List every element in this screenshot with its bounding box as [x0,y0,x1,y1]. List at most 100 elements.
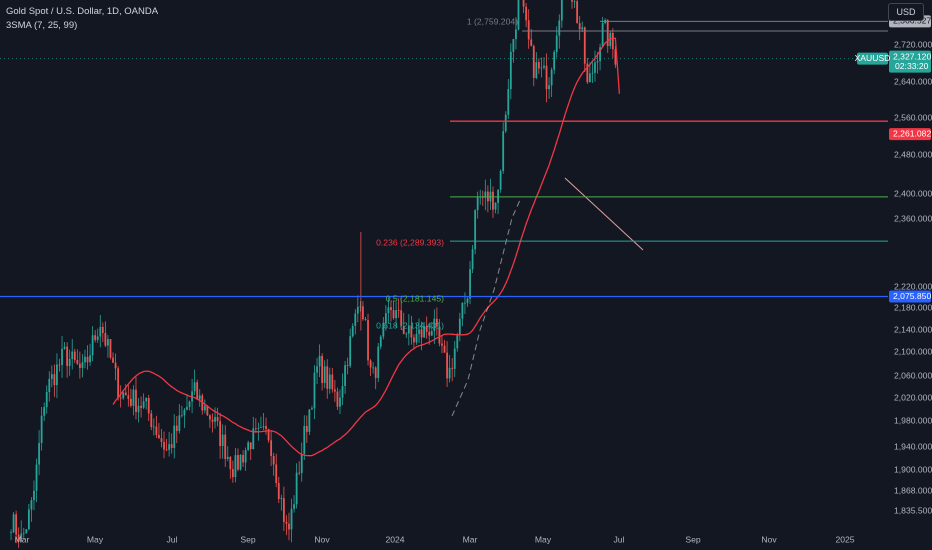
candle-body [224,434,227,459]
candle-body [397,310,400,311]
candle-body [20,533,23,542]
candle-body [48,378,51,393]
candle-body [354,313,357,326]
time-tick-label: Nov [761,534,777,544]
candle-body [535,62,538,79]
time-tick-label: 2025 [835,534,854,544]
candle-body [571,0,573,2]
candle-body [359,306,362,308]
candle-body [10,532,12,533]
candle-body [109,339,112,358]
price-axis[interactable] [888,0,932,550]
symbol-title[interactable]: Gold Spot / U.S. Dollar, 1D, OANDA [6,6,159,17]
price-tag-lower-blue: 2,075.850 [893,291,931,301]
candle-body [453,348,456,369]
candle-body [277,482,280,500]
candle-body [430,331,433,336]
candle-body [150,413,153,428]
downtrend-line[interactable] [564,177,644,251]
fib-label-1: 1 (2,759.204) [467,16,518,26]
candle-body [476,197,479,211]
indicator-label[interactable]: 3SMA (7, 25, 99) [6,20,78,31]
candle-body [101,326,104,334]
candle-body [76,359,79,364]
candle-body [165,449,168,451]
candle-body [402,325,405,334]
candle-body [203,405,206,411]
candle-body [438,326,441,344]
candle-body [265,426,267,430]
candle-body [142,401,145,408]
candle-body [504,114,507,132]
candle-body [12,514,15,533]
time-tick-label: Mar [15,534,30,544]
candle-body [45,392,48,408]
candle-body [583,27,586,64]
candle-body [369,360,372,368]
candle-body [499,170,502,190]
candle-body [173,425,176,448]
candle-body [68,359,71,366]
candle-body [537,62,540,69]
candle-body [384,313,387,323]
candle-body [175,425,178,432]
candle-body [392,310,395,319]
candle-body [548,85,550,90]
candle-body [58,364,61,366]
candle-body [168,444,171,450]
candle-body [170,444,173,448]
candle-body [377,346,380,379]
candle-body [372,367,375,369]
candle-body [446,352,448,379]
candle-body [311,408,313,410]
candle-body [124,392,127,396]
candle-body [186,406,188,410]
candle-body [214,417,216,422]
candle-body [196,382,199,400]
candle-body [578,23,581,30]
candle-body [543,65,545,68]
candle-body [285,521,288,524]
time-tick-label: Mar [463,534,478,544]
candle-body [458,318,461,336]
candle-body [410,325,413,338]
candle-body [206,405,209,416]
candle-body [451,367,454,369]
candle-body [99,326,102,337]
candle-body [497,189,499,203]
price-tick-label: 2,560.000 [894,112,932,122]
candle-body [341,385,344,398]
candle-body [413,337,415,343]
candle-body [530,39,533,47]
candle-body [73,351,76,360]
price-tick-label: 2,640.000 [894,76,932,86]
candle-body [257,427,260,429]
candle-body [112,357,114,363]
candle-body [293,504,295,509]
candle-body [525,6,528,21]
candle-body [305,425,308,432]
candle-body [318,355,321,367]
candle-body [81,362,84,368]
candle-body [428,331,431,336]
symbol-chip-bg [857,52,888,65]
candle-body [586,63,589,83]
candle-body [152,426,155,428]
candle-body [145,397,148,402]
candle-body [553,52,556,70]
candle-body [594,62,596,73]
candle-body [260,427,262,429]
candle-body [344,365,346,386]
candle-body [17,534,20,542]
candle-body [303,425,306,454]
candle-body [464,302,466,304]
candle-body [84,356,86,363]
candle-body [160,438,163,442]
candle-body [237,455,239,470]
currency-button[interactable]: USD [888,3,924,21]
time-tick-label: 2024 [385,534,404,544]
candle-body [356,306,359,314]
candle-body [469,269,471,299]
